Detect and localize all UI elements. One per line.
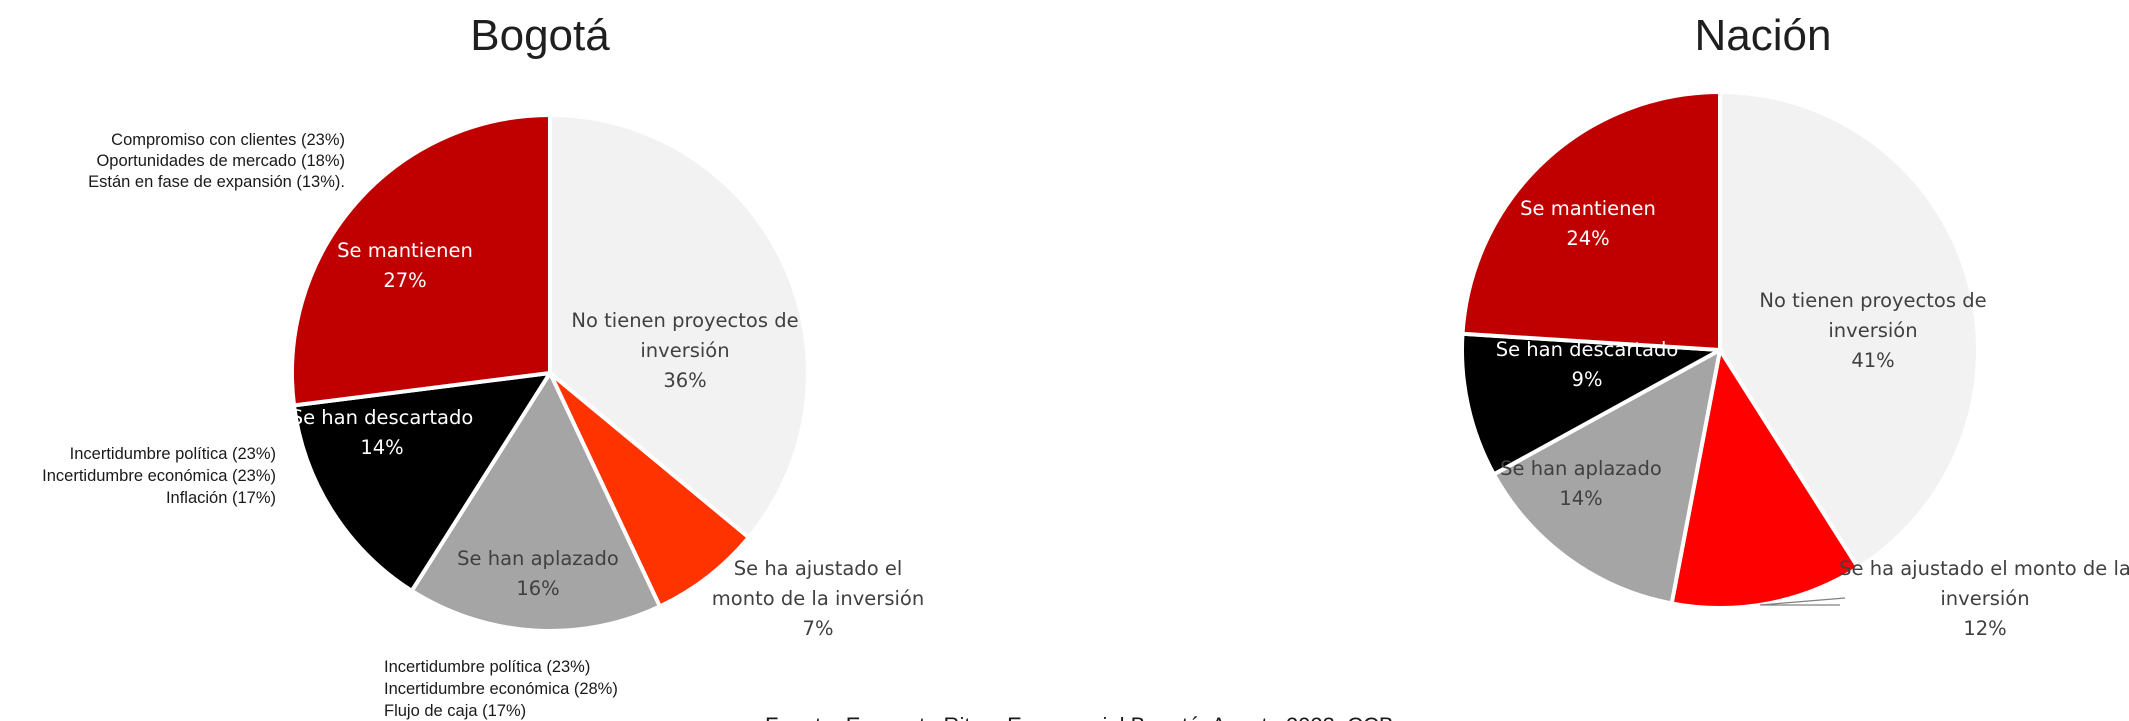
annotation-line: Están en fase de expansión (13%). xyxy=(88,173,345,191)
slice-labels-bogota: No tienen proyectos de inversión 36% Se ha … xyxy=(291,239,924,640)
slice-percent: 9% xyxy=(1572,368,1603,391)
annotation-line: Inflación (17%) xyxy=(166,489,276,507)
slice-percent: 14% xyxy=(1559,487,1602,510)
slice-percent: 27% xyxy=(383,269,426,292)
slice-label-line: Se mantienen xyxy=(1520,197,1656,220)
annotation-line: Flujo de caja (17%) xyxy=(384,702,526,720)
annotation-line: Oportunidades de mercado (18%) xyxy=(96,152,345,170)
slice-label-line: inversión xyxy=(1828,319,1917,342)
annotation-line: Incertidumbre política (23%) xyxy=(384,658,590,676)
slice-label: Se han descartado 14% xyxy=(291,406,474,459)
annotation-aplazado-bogota: Incertidumbre política (23%) Incertidumb… xyxy=(384,658,618,720)
slice-label-line: monto de la inversión xyxy=(712,587,924,610)
pie-slice xyxy=(292,371,552,593)
annotation-line: Incertidumbre económica (23%) xyxy=(42,467,276,485)
slice-label-line: Se ha ajustado el monto de la xyxy=(1839,557,2129,580)
slice-label-line: inversión xyxy=(1940,587,2029,610)
slice-percent: 7% xyxy=(803,617,834,640)
slices-nacion xyxy=(1460,90,1980,610)
slice-label: Se han aplazado 16% xyxy=(457,547,619,600)
annotation-line: Incertidumbre económica (28%) xyxy=(384,680,618,698)
slice-label-line: Se mantienen xyxy=(337,239,473,262)
chart-title-nacion: Nación xyxy=(1695,11,1832,60)
chart-title-bogota: Bogotá xyxy=(470,11,610,60)
slice-label-line: Se han descartado xyxy=(1496,338,1679,361)
annotation-mantienen-bogota: Compromiso con clientes (23%) Oportunida… xyxy=(88,131,345,191)
slice-label-line: Se han descartado xyxy=(291,406,474,429)
slices-bogota xyxy=(290,113,810,633)
pie-slice xyxy=(290,113,552,408)
annotation-line: Compromiso con clientes (23%) xyxy=(111,131,345,149)
slice-percent: 24% xyxy=(1566,227,1609,250)
slice-label: Se mantienen 27% xyxy=(337,239,473,292)
slice-label: No tienen proyectos de inversión 41% xyxy=(1759,289,1986,372)
slice-label: Se ha ajustado el monto de la inversión 7% xyxy=(712,557,924,640)
pie-slice xyxy=(1460,331,1722,477)
slice-label-line: No tienen proyectos de xyxy=(1759,289,1986,312)
leader-line xyxy=(1759,597,1846,606)
slice-labels-nacion: No tienen proyectos de inversión 41% Se ha … xyxy=(1496,197,2129,640)
slice-label-line: Se han aplazado xyxy=(1500,457,1662,480)
pie-slice xyxy=(548,113,810,540)
slice-percent: 16% xyxy=(516,577,559,600)
slice-label-line: No tienen proyectos de xyxy=(571,309,798,332)
pie-slice xyxy=(409,371,662,633)
slice-percent: 12% xyxy=(1963,617,2006,640)
slice-label-line: Se han aplazado xyxy=(457,547,619,570)
slice-label: Se ha ajustado el monto de la inversión 12… xyxy=(1839,557,2129,640)
slice-label: Se han descartado 9% xyxy=(1496,338,1679,391)
slice-label: Se han aplazado 14% xyxy=(1500,457,1662,510)
source-note: Fuente: Encuesta Ritmo Empresarial Bogot… xyxy=(765,713,1400,721)
slice-label-line: inversión xyxy=(640,339,729,362)
slice-label: Se mantienen 24% xyxy=(1520,197,1656,250)
slice-label: No tienen proyectos de inversión 36% xyxy=(571,309,798,392)
annotation-descartado-bogota: Incertidumbre política (23%) Incertidumb… xyxy=(42,445,276,507)
pie-chart-nacion: Nación No tienen proyectos de inversión 41… xyxy=(1460,11,2129,640)
slice-percent: 36% xyxy=(663,369,706,392)
slice-percent: 41% xyxy=(1851,349,1894,372)
annotation-line: Incertidumbre política (23%) xyxy=(70,445,276,463)
pie-slice xyxy=(548,371,751,609)
pie-slice xyxy=(1669,348,1861,610)
slice-percent: 14% xyxy=(360,436,403,459)
pie-slice xyxy=(1460,90,1722,352)
pie-chart-bogota: Bogotá No tienen proyectos de inversión 36… xyxy=(42,11,924,720)
slice-label-line: Se ha ajustado el xyxy=(734,557,902,580)
pie-slice xyxy=(1491,348,1722,606)
